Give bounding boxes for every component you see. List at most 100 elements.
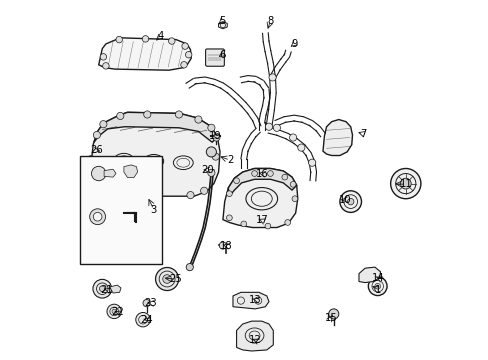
Text: 19: 19 [208, 131, 221, 141]
Circle shape [308, 159, 315, 166]
Circle shape [251, 171, 257, 176]
Circle shape [233, 178, 239, 184]
Text: 6: 6 [219, 50, 225, 60]
Circle shape [291, 196, 297, 202]
Circle shape [168, 38, 175, 44]
Text: 15: 15 [324, 312, 337, 323]
Circle shape [200, 187, 207, 194]
Circle shape [297, 144, 305, 151]
Circle shape [149, 193, 156, 200]
Circle shape [155, 267, 178, 291]
Text: 18: 18 [219, 240, 232, 251]
Circle shape [87, 156, 95, 163]
Bar [80, 156, 162, 264]
Circle shape [185, 51, 192, 58]
Circle shape [117, 112, 123, 120]
Circle shape [212, 153, 219, 160]
Circle shape [89, 209, 105, 225]
Text: 11: 11 [399, 179, 411, 189]
Circle shape [114, 192, 121, 199]
Circle shape [194, 116, 202, 123]
Circle shape [175, 111, 182, 118]
Circle shape [182, 43, 188, 49]
Polygon shape [104, 169, 116, 177]
Circle shape [289, 181, 295, 187]
Circle shape [265, 123, 272, 130]
Circle shape [100, 54, 106, 60]
Polygon shape [109, 285, 121, 293]
Circle shape [100, 121, 107, 128]
Circle shape [93, 212, 102, 221]
Text: 5: 5 [219, 16, 225, 26]
Circle shape [91, 166, 106, 181]
Circle shape [93, 279, 111, 298]
Circle shape [212, 134, 220, 141]
Polygon shape [94, 112, 217, 142]
Polygon shape [322, 120, 352, 156]
Polygon shape [232, 292, 268, 309]
FancyBboxPatch shape [205, 49, 224, 66]
Circle shape [273, 124, 280, 131]
Text: 22: 22 [111, 307, 124, 318]
Polygon shape [358, 267, 380, 283]
Text: 24: 24 [140, 315, 153, 325]
Circle shape [241, 221, 246, 227]
Circle shape [207, 169, 215, 176]
Circle shape [226, 191, 232, 197]
Circle shape [112, 309, 116, 314]
Text: 20: 20 [201, 165, 214, 175]
Circle shape [93, 131, 101, 139]
Text: 4: 4 [158, 31, 164, 41]
Circle shape [284, 220, 290, 225]
Polygon shape [99, 38, 191, 70]
Text: 2: 2 [226, 155, 233, 165]
Circle shape [186, 264, 193, 271]
Circle shape [107, 304, 121, 319]
Polygon shape [223, 168, 297, 228]
Circle shape [264, 223, 270, 229]
Circle shape [88, 176, 95, 183]
Circle shape [339, 191, 361, 212]
Circle shape [400, 178, 410, 189]
Circle shape [206, 147, 216, 157]
Circle shape [390, 168, 420, 199]
Circle shape [102, 63, 109, 69]
Circle shape [328, 309, 338, 319]
Text: 3: 3 [150, 204, 157, 215]
Circle shape [219, 242, 226, 249]
Circle shape [374, 283, 380, 289]
Circle shape [94, 187, 101, 194]
Text: 14: 14 [371, 273, 384, 283]
Circle shape [186, 192, 194, 199]
Text: 26: 26 [90, 145, 102, 156]
Circle shape [142, 36, 148, 42]
Circle shape [136, 312, 150, 327]
Text: 8: 8 [267, 16, 273, 26]
Text: 23: 23 [144, 298, 157, 308]
Circle shape [163, 275, 171, 283]
Text: 25: 25 [169, 274, 182, 284]
Circle shape [347, 198, 353, 205]
Circle shape [181, 62, 187, 68]
Circle shape [267, 171, 273, 176]
Polygon shape [90, 112, 220, 196]
Circle shape [282, 174, 287, 180]
Circle shape [207, 124, 215, 131]
Text: 13: 13 [248, 294, 261, 305]
Text: 10: 10 [338, 195, 351, 205]
Circle shape [367, 277, 386, 296]
Text: 7: 7 [359, 129, 366, 139]
Text: 12: 12 [248, 335, 261, 345]
Polygon shape [218, 22, 227, 29]
Circle shape [99, 286, 105, 292]
Circle shape [143, 111, 151, 118]
Polygon shape [228, 168, 296, 196]
Circle shape [289, 134, 296, 141]
Polygon shape [236, 321, 273, 351]
Text: 17: 17 [255, 215, 267, 225]
Circle shape [226, 215, 232, 221]
Circle shape [142, 300, 150, 307]
Text: 1: 1 [374, 285, 381, 295]
Circle shape [116, 36, 122, 43]
Polygon shape [123, 165, 137, 177]
